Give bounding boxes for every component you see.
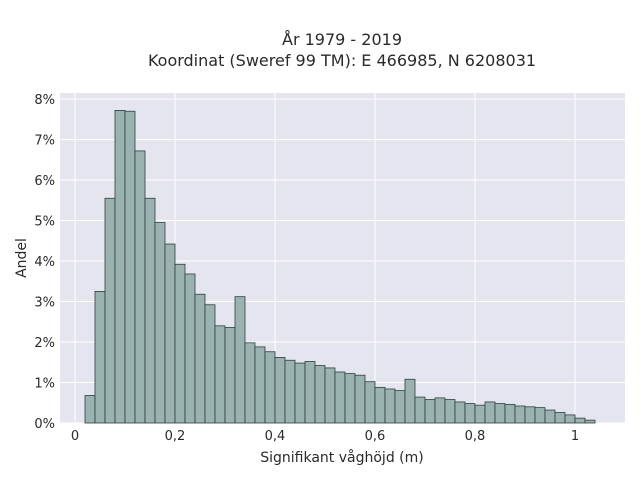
- histogram-bar: [454, 401, 466, 424]
- histogram-bar: [294, 362, 306, 424]
- y-tick-label: 0%: [34, 417, 55, 432]
- y-tick-label: 8%: [34, 93, 55, 108]
- histogram-bar: [584, 419, 596, 424]
- x-tick-label: 0,4: [265, 429, 286, 444]
- histogram-bar: [484, 401, 496, 424]
- histogram-bar: [134, 150, 146, 424]
- histogram-bar: [374, 386, 386, 424]
- histogram-bar: [434, 397, 446, 424]
- x-tick-label: 1: [571, 429, 579, 444]
- y-axis-ticks: 0% 1% 2% 3% 4% 5% 6% 7% 8%: [34, 93, 55, 432]
- histogram-bar: [564, 414, 576, 424]
- histogram-bar: [264, 351, 276, 424]
- histogram-bar: [194, 293, 206, 424]
- histogram-bar: [254, 346, 266, 424]
- histogram-bar: [364, 381, 376, 424]
- histogram-bar: [554, 412, 566, 424]
- histogram-bar: [114, 110, 126, 424]
- histogram-bars: [84, 110, 596, 424]
- histogram-bar: [414, 396, 426, 424]
- histogram-bar: [164, 243, 176, 424]
- x-tick-label: 0: [71, 429, 79, 444]
- histogram-bar: [394, 390, 406, 424]
- y-axis-label: Andel: [14, 238, 30, 278]
- histogram-bar: [504, 403, 516, 424]
- histogram-bar: [154, 222, 166, 424]
- chart-title-line2: Koordinat (Sweref 99 TM): E 466985, N 62…: [148, 51, 536, 70]
- x-tick-label: 0,8: [465, 429, 486, 444]
- x-axis-ticks: 0 0,2 0,4 0,6 0,8 1: [71, 429, 579, 444]
- histogram-bar: [204, 304, 216, 424]
- histogram-bar: [324, 367, 336, 424]
- histogram-bar: [144, 197, 156, 424]
- histogram-bar: [574, 417, 586, 424]
- y-tick-label: 5%: [34, 215, 55, 230]
- histogram-bar: [384, 388, 396, 424]
- y-tick-label: 2%: [34, 336, 55, 351]
- histogram-bar: [224, 327, 236, 424]
- histogram-bar: [474, 404, 486, 424]
- histogram-bar: [234, 296, 246, 424]
- histogram-bar: [174, 263, 186, 424]
- chart-title-line1: År 1979 - 2019: [282, 30, 402, 49]
- histogram-bar: [94, 291, 106, 424]
- y-tick-label: 4%: [34, 255, 55, 270]
- x-tick-label: 0,2: [165, 429, 186, 444]
- histogram-bar: [184, 273, 196, 424]
- y-tick-label: 3%: [34, 296, 55, 311]
- histogram-bar: [514, 405, 526, 424]
- histogram-bar: [284, 359, 296, 424]
- histogram-bar: [244, 342, 256, 424]
- histogram-bar: [404, 378, 416, 424]
- histogram-bar: [334, 371, 346, 424]
- histogram-bar: [124, 110, 136, 424]
- histogram-bar: [214, 325, 226, 424]
- histogram-bar: [424, 399, 436, 424]
- histogram-bar: [84, 395, 96, 424]
- histogram-bar: [494, 403, 506, 424]
- histogram-bar: [524, 406, 536, 424]
- x-tick-label: 0,6: [365, 429, 386, 444]
- histogram-bar: [354, 374, 366, 424]
- histogram-bar: [274, 357, 286, 424]
- histogram-bar: [464, 403, 476, 424]
- histogram-bar: [534, 407, 546, 424]
- histogram-bar: [104, 197, 116, 424]
- histogram-bar: [544, 409, 556, 424]
- histogram-bar: [304, 361, 316, 424]
- y-tick-label: 7%: [34, 134, 55, 149]
- y-tick-label: 6%: [34, 174, 55, 189]
- histogram-bar: [314, 365, 326, 424]
- x-axis-label: Signifikant våghöjd (m): [260, 449, 423, 466]
- histogram-bar: [344, 373, 356, 424]
- y-tick-label: 1%: [34, 377, 55, 392]
- histogram-bar: [444, 399, 456, 424]
